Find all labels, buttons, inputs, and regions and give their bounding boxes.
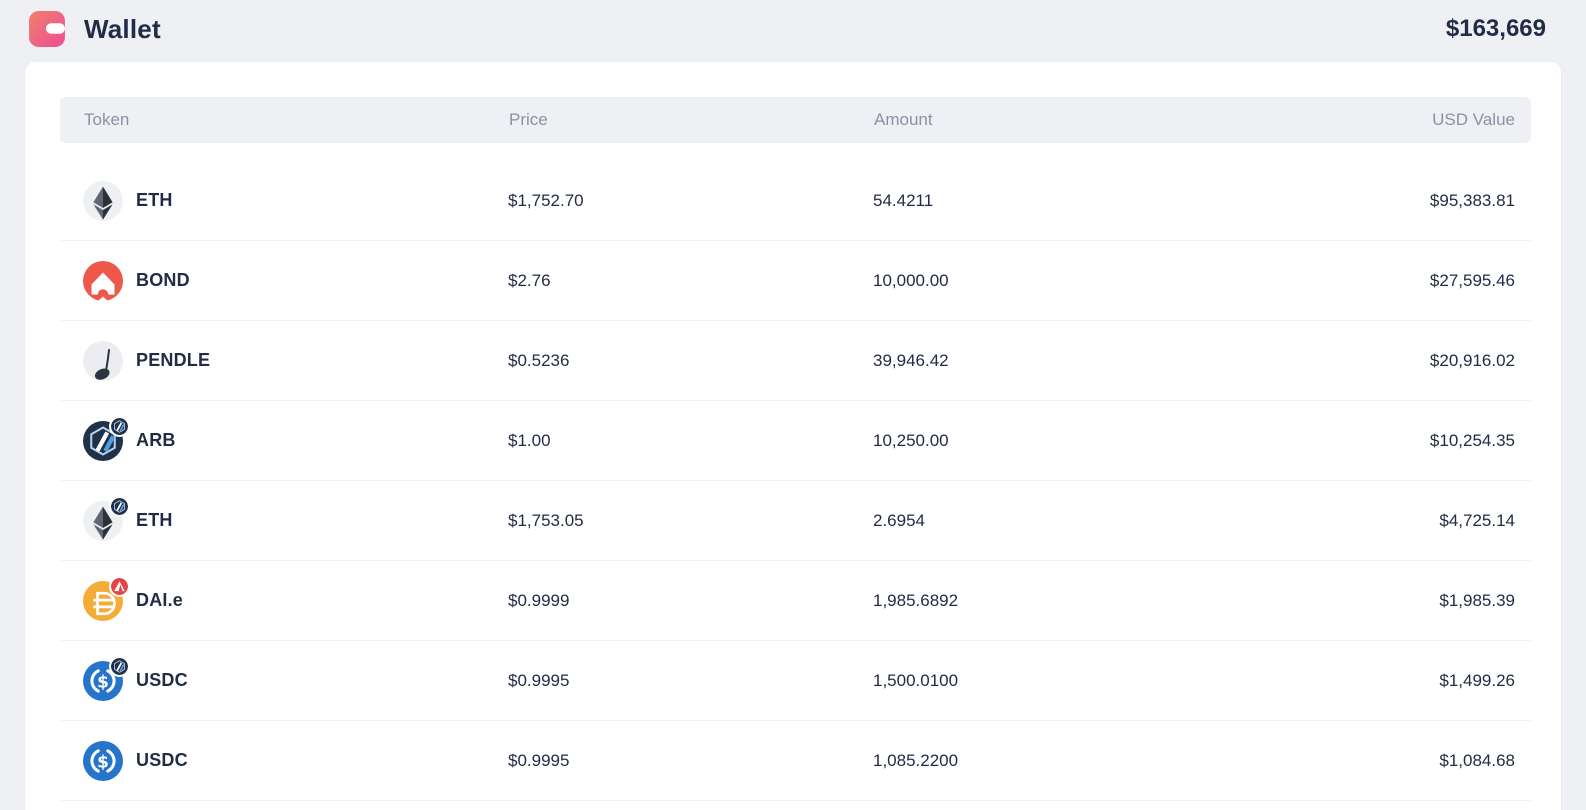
token-symbol: ETH <box>136 510 173 530</box>
column-header-amount: Amount <box>874 110 933 129</box>
table-row[interactable]: DAI.e $0.9999 1,985.6892 $1,985.39 <box>60 561 1531 641</box>
token-price: $0.9995 <box>508 670 570 690</box>
token-price: $0.9995 <box>508 750 570 770</box>
token-amount: 1,985.6892 <box>873 590 959 610</box>
pendle-icon <box>83 341 123 381</box>
token-usd-value: $1,499.26 <box>1439 670 1515 690</box>
usdc-icon <box>83 655 130 701</box>
token-usd-value: $20,916.02 <box>1429 350 1515 370</box>
table-row[interactable]: ETH $1,752.70 54.4211 $95,383.81 <box>60 161 1531 241</box>
token-symbol: USDC <box>136 670 188 690</box>
bond-icon <box>83 261 123 301</box>
token-price: $1,752.70 <box>508 190 584 210</box>
eth-icon <box>83 181 123 221</box>
token-symbol: DAI.e <box>136 590 184 610</box>
token-amount: 2.6954 <box>873 510 925 530</box>
table-row[interactable]: USDC $0.9995 1,085.2200 $1,084.68 <box>60 721 1531 801</box>
token-usd-value: $95,383.81 <box>1429 190 1515 210</box>
token-amount: 10,000.00 <box>873 270 949 290</box>
token-symbol: PENDLE <box>136 350 211 370</box>
usdc-icon <box>83 741 123 781</box>
token-amount: 39,946.42 <box>873 350 949 370</box>
arb-icon <box>83 415 130 461</box>
token-usd-value: $4,725.14 <box>1439 510 1515 530</box>
column-header-token: Token <box>84 110 130 129</box>
eth-icon <box>83 495 130 541</box>
table-row[interactable]: ETH $1,753.05 2.6954 $4,725.14 <box>60 481 1531 561</box>
column-header-price: Price <box>509 110 548 129</box>
token-amount: 10,250.00 <box>873 430 949 450</box>
wallet-total-usd: $163,669 <box>1445 15 1546 42</box>
token-price: $1.00 <box>508 430 551 450</box>
page-header: Wallet $163,669 <box>0 0 1586 58</box>
arbitrum-badge <box>109 495 130 517</box>
token-price: $1,753.05 <box>508 510 584 530</box>
page-title: Wallet <box>84 13 161 44</box>
avalanche-badge <box>109 575 130 597</box>
token-symbol: ARB <box>136 430 176 450</box>
wallet-card: Token Price Amount USD Value ETH $1,752.… <box>25 62 1561 810</box>
wallet-icon <box>29 11 65 47</box>
dai-icon <box>83 575 130 621</box>
table-row[interactable]: USDC $0.9995 1,500.0100 $1,499.26 <box>60 641 1531 721</box>
token-usd-value: $1,084.68 <box>1439 750 1515 770</box>
table-header-row: Token Price Amount USD Value <box>60 97 1531 143</box>
table-row[interactable]: PENDLE $0.5236 39,946.42 $20,916.02 <box>60 321 1531 401</box>
token-price: $0.9999 <box>508 590 570 610</box>
token-amount: 54.4211 <box>873 190 934 210</box>
arbitrum-badge <box>109 655 130 677</box>
token-amount: 1,500.0100 <box>873 670 959 690</box>
token-list: ETH $1,752.70 54.4211 $95,383.81 BOND $2… <box>60 161 1531 801</box>
arbitrum-badge <box>109 415 130 437</box>
table-row[interactable]: BOND $2.76 10,000.00 $27,595.46 <box>60 241 1531 321</box>
token-usd-value: $10,254.35 <box>1429 430 1515 450</box>
token-symbol: BOND <box>136 270 190 290</box>
token-price: $2.76 <box>508 270 551 290</box>
token-usd-value: $27,595.46 <box>1429 270 1515 290</box>
column-header-usd-value: USD Value <box>1432 110 1515 129</box>
table-row[interactable]: ARB $1.00 10,250.00 $10,254.35 <box>60 401 1531 481</box>
token-price: $0.5236 <box>508 350 570 370</box>
token-usd-value: $1,985.39 <box>1439 590 1515 610</box>
token-symbol: ETH <box>136 190 173 210</box>
token-amount: 1,085.2200 <box>873 750 959 770</box>
token-symbol: USDC <box>136 750 188 770</box>
